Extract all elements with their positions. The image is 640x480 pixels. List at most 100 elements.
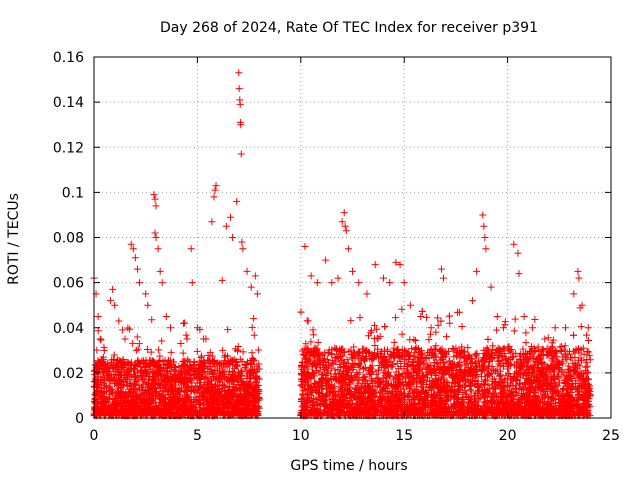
data-point xyxy=(120,360,128,368)
data-point xyxy=(214,395,222,403)
data-point xyxy=(549,336,557,344)
data-point xyxy=(121,368,129,376)
data-point xyxy=(487,355,495,363)
data-point xyxy=(212,375,220,383)
data-point xyxy=(583,362,591,370)
data-point xyxy=(484,362,492,370)
data-point xyxy=(565,367,573,375)
data-point xyxy=(253,374,261,382)
data-point xyxy=(138,357,146,365)
data-point xyxy=(305,390,313,398)
data-point xyxy=(543,344,551,352)
data-point xyxy=(105,405,113,413)
data-point xyxy=(129,339,137,347)
data-point xyxy=(372,370,380,378)
data-point xyxy=(96,377,104,385)
data-point xyxy=(127,405,135,413)
data-point xyxy=(297,381,305,389)
data-point xyxy=(525,378,533,386)
data-point xyxy=(132,403,140,411)
data-point xyxy=(196,382,204,390)
data-point xyxy=(181,386,189,394)
data-point xyxy=(126,325,134,333)
data-point xyxy=(133,377,141,385)
data-point xyxy=(217,388,225,396)
data-point xyxy=(211,382,219,390)
data-point xyxy=(152,384,160,392)
data-point xyxy=(129,364,137,372)
data-point xyxy=(182,331,190,339)
data-point xyxy=(231,373,239,381)
data-point xyxy=(155,346,163,354)
data-point xyxy=(229,401,237,409)
data-point xyxy=(585,336,593,344)
data-point xyxy=(506,386,514,394)
data-point xyxy=(210,386,218,394)
data-point xyxy=(554,382,562,390)
data-point xyxy=(119,361,127,369)
data-point xyxy=(217,396,225,404)
data-point xyxy=(459,394,467,402)
data-point xyxy=(422,313,430,321)
data-point xyxy=(224,400,232,408)
data-point xyxy=(511,315,519,323)
data-point xyxy=(209,403,217,411)
data-point xyxy=(343,385,351,393)
data-point xyxy=(241,411,249,419)
data-point xyxy=(352,384,360,392)
data-point xyxy=(339,352,347,360)
data-point xyxy=(410,366,418,374)
data-point xyxy=(353,370,361,378)
data-point xyxy=(338,384,346,392)
data-point xyxy=(138,367,146,375)
data-point xyxy=(201,375,209,383)
data-point xyxy=(143,400,151,408)
data-point xyxy=(371,342,379,350)
data-point xyxy=(103,369,111,377)
data-point xyxy=(102,399,110,407)
data-point xyxy=(450,378,458,386)
data-point xyxy=(254,404,262,412)
data-point xyxy=(165,390,173,398)
data-point xyxy=(183,383,191,391)
data-point xyxy=(412,336,420,344)
data-point xyxy=(239,348,247,356)
data-point xyxy=(188,382,196,390)
data-point xyxy=(158,381,166,389)
data-point xyxy=(109,355,117,363)
data-point xyxy=(160,407,168,415)
data-point xyxy=(566,366,574,374)
data-point xyxy=(207,388,215,396)
data-point xyxy=(298,347,306,355)
data-point xyxy=(514,369,522,377)
data-point xyxy=(583,368,591,376)
data-point xyxy=(130,373,138,381)
data-point xyxy=(110,351,118,359)
data-point xyxy=(122,409,130,417)
data-point xyxy=(498,352,506,360)
data-point xyxy=(354,362,362,370)
data-point xyxy=(349,377,357,385)
data-point xyxy=(370,391,378,399)
data-point xyxy=(368,327,376,335)
data-point xyxy=(154,393,162,401)
data-point xyxy=(145,408,153,416)
data-point xyxy=(155,401,163,409)
data-point xyxy=(92,375,100,383)
data-point xyxy=(217,361,225,369)
data-point xyxy=(404,363,412,371)
data-point xyxy=(148,316,156,324)
data-point xyxy=(401,391,409,399)
data-point xyxy=(339,345,347,353)
data-point xyxy=(225,408,233,416)
data-point xyxy=(583,331,591,339)
data-point xyxy=(371,322,379,330)
data-point xyxy=(327,364,335,372)
data-point xyxy=(249,354,257,362)
data-point xyxy=(457,352,465,360)
data-point xyxy=(127,383,135,391)
data-point xyxy=(521,368,529,376)
data-point xyxy=(490,354,498,362)
data-point xyxy=(233,362,241,370)
